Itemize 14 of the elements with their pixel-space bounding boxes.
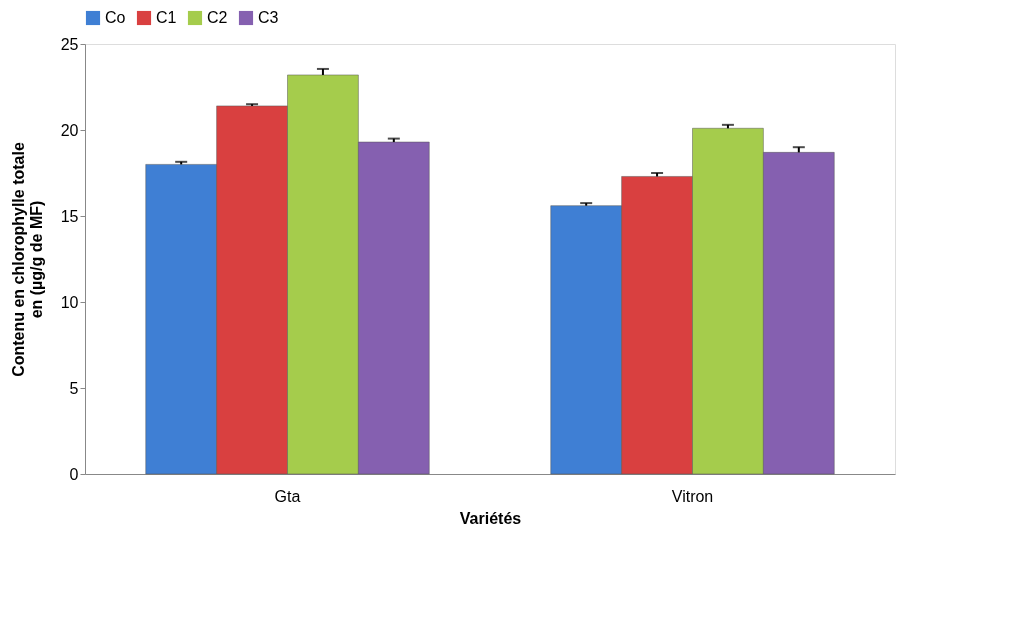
legend-label: C2: [207, 9, 228, 26]
x-tick-label: Vitron: [671, 487, 714, 505]
y-tick-label: 15: [60, 207, 79, 225]
x-axis-title: Variétés: [459, 509, 522, 527]
y-axis-title: Contenu en chlorophylle totale en (µg/g de MF): [9, 142, 45, 377]
y-tick-label: 20: [60, 121, 79, 139]
legend-label: Co: [105, 9, 126, 26]
legend-label: C1: [156, 9, 177, 26]
y-tick-label: 5: [69, 379, 79, 397]
legend-label: C3: [258, 9, 279, 26]
y-tick-label: 25: [60, 35, 79, 53]
y-tick-label: 10: [60, 293, 79, 311]
x-tick-label: Gta: [274, 487, 301, 505]
y-tick-label: 0: [69, 465, 79, 483]
